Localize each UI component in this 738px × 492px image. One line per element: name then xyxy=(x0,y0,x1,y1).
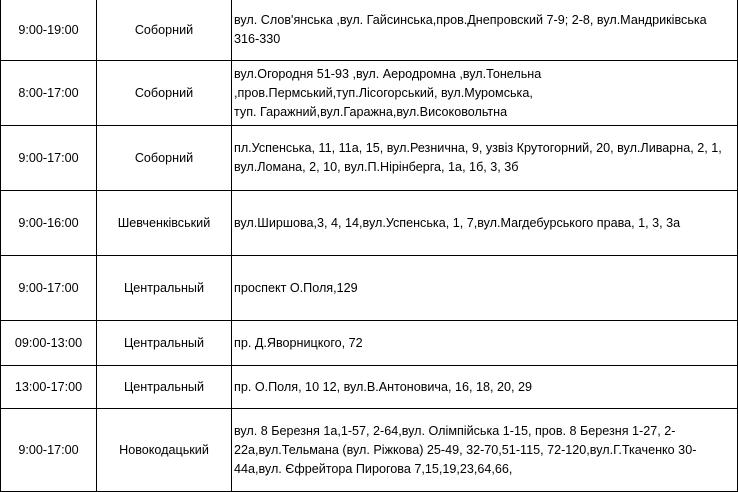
time-cell: 13:00-17:00 xyxy=(0,365,97,409)
time-cell: 9:00-17:00 xyxy=(0,125,97,191)
table-row: 9:00-17:00 Соборний пл.Успенська, 11, 11… xyxy=(0,125,738,191)
address-cell: пр. О.Поля, 10 12, вул.В.Антоновича, 16,… xyxy=(231,365,738,409)
time-cell: 9:00-19:00 xyxy=(0,0,97,61)
address-cell: вул. Слов'янська ,вул. Гайсинська,пров.Д… xyxy=(231,0,738,61)
time-cell: 9:00-16:00 xyxy=(0,190,97,256)
table-row: 9:00-17:00 Новокодацький вул. 8 Березня … xyxy=(0,408,738,492)
time-cell: 09:00-13:00 xyxy=(0,320,97,366)
table-row: 9:00-17:00 Центральный проспект О.Поля,1… xyxy=(0,255,738,321)
district-cell: Шевченківський xyxy=(96,190,232,256)
address-cell: вул. 8 Березня 1а,1-57, 2-64,вул. Олімпі… xyxy=(231,408,738,492)
address-cell: вул.Огородня 51-93 ,вул. Аеродромна ,вул… xyxy=(231,60,738,126)
district-cell: Центральный xyxy=(96,365,232,409)
district-cell: Соборний xyxy=(96,60,232,126)
district-cell: Центральный xyxy=(96,255,232,321)
address-cell: вул.Ширшова,3, 4, 14,вул.Успенська, 1, 7… xyxy=(231,190,738,256)
table-row: 9:00-16:00 Шевченківський вул.Ширшова,3,… xyxy=(0,190,738,256)
time-cell: 9:00-17:00 xyxy=(0,255,97,321)
address-cell: проспект О.Поля,129 xyxy=(231,255,738,321)
district-cell: Соборний xyxy=(96,125,232,191)
table-row: 09:00-13:00 Центральный пр. Д.Яворницког… xyxy=(0,320,738,366)
time-cell: 9:00-17:00 xyxy=(0,408,97,492)
district-cell: Соборний xyxy=(96,0,232,61)
table-row: 8:00-17:00 Соборний вул.Огородня 51-93 ,… xyxy=(0,60,738,126)
district-cell: Новокодацький xyxy=(96,408,232,492)
time-cell: 8:00-17:00 xyxy=(0,60,97,126)
table-row: 13:00-17:00 Центральный пр. О.Поля, 10 1… xyxy=(0,365,738,409)
address-cell: пр. Д.Яворницкого, 72 xyxy=(231,320,738,366)
district-cell: Центральный xyxy=(96,320,232,366)
table-row: 9:00-19:00 Соборний вул. Слов'янська ,ву… xyxy=(0,0,738,61)
address-cell: пл.Успенська, 11, 11а, 15, вул.Резнична,… xyxy=(231,125,738,191)
